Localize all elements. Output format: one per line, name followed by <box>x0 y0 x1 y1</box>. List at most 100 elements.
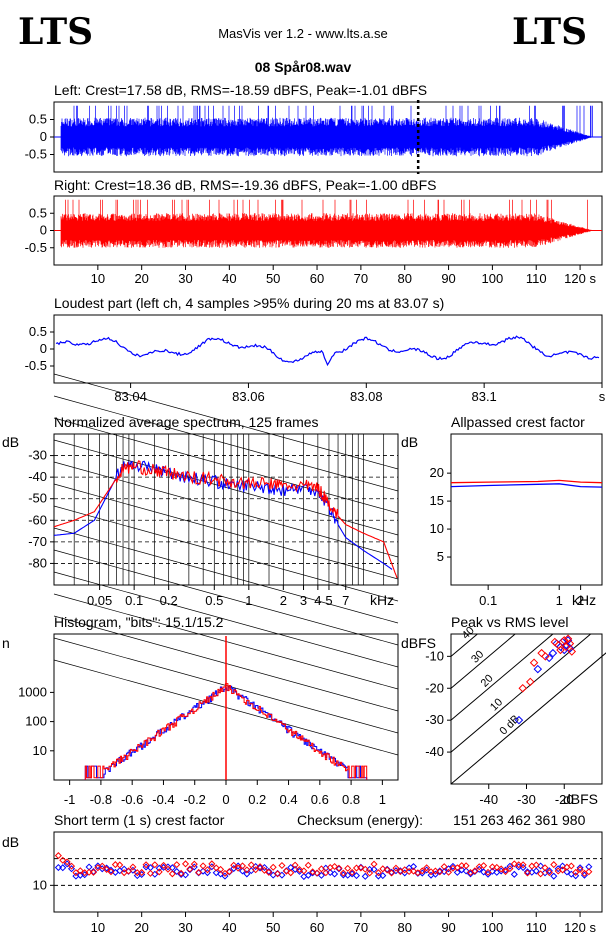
peakrms-y-tick-label: -10 <box>425 648 444 663</box>
loudest-y-tick-label: 0 <box>40 341 47 356</box>
peakrms-point <box>514 715 524 725</box>
stcrest-point <box>190 860 198 868</box>
peakrms-point <box>567 647 577 656</box>
stcrest-point <box>186 865 194 873</box>
stcrest-point <box>480 868 488 876</box>
histogram-x-tick-label: -0.4 <box>152 792 174 807</box>
stcrest-point <box>352 872 361 880</box>
peakrms-point <box>560 636 569 645</box>
crest-frame <box>450 433 603 586</box>
crest-title: Allpassed crest factor <box>451 414 585 430</box>
stcrest-point <box>85 868 93 876</box>
stcrest-point <box>274 870 282 878</box>
stcrest-point <box>238 862 247 870</box>
histogram-y-tick-label: 100 <box>25 714 47 729</box>
stcrest-point <box>81 871 89 879</box>
peakrms-diagonal <box>450 633 554 721</box>
stcrest-point <box>515 861 523 869</box>
peakrms-diagonal <box>450 652 606 785</box>
stcrest-point <box>550 861 558 869</box>
plot-layer: 0.50-0.50.50-0.510 20 30 40 50 60 70 80 90 100 110… <box>18 100 606 935</box>
stcrest-point <box>155 868 163 876</box>
stcrest-point <box>366 869 374 877</box>
stcrest-point <box>427 868 435 876</box>
stcrest-point <box>177 869 185 877</box>
right-waveform-x-tick-label: 110 <box>526 271 547 286</box>
stcrest-point <box>278 861 286 870</box>
peakrms-point <box>556 645 565 655</box>
spectrum-x-tick-label: 7 <box>342 593 349 608</box>
checksum-label: Checksum (energy): <box>297 812 423 828</box>
stcrest-point <box>304 871 312 879</box>
stcrest-point <box>440 863 448 871</box>
stcrest-point <box>76 871 84 879</box>
stcrest-point <box>322 864 330 872</box>
crest-ylabel: dB <box>401 434 418 450</box>
spectrum-series <box>53 460 393 570</box>
stcrest-point <box>243 866 251 874</box>
stcrest-point <box>260 866 268 874</box>
spectrum-y-tick-label: -70 <box>28 534 47 549</box>
histogram-x-tick-label: -0.6 <box>121 792 143 807</box>
stcrest-point <box>89 868 97 876</box>
stcrest-point <box>409 863 418 871</box>
stcrest-point <box>436 868 444 876</box>
histogram-x-tick-label: -1 <box>64 792 76 807</box>
stcrest-x-tick-label: 30 <box>178 920 192 935</box>
stcrest-point <box>471 867 479 875</box>
stcrest-x-tick-label: 70 <box>354 920 368 935</box>
spectrum-series <box>53 460 398 579</box>
peakrms-point <box>533 664 543 674</box>
loudest-x-tick-label: s <box>599 389 606 404</box>
stcrest-point <box>317 865 325 873</box>
stcrest-point <box>59 864 67 872</box>
stcrest-point <box>331 870 339 878</box>
stcrest-point <box>567 862 575 870</box>
stcrest-point <box>208 860 216 868</box>
stcrest-point <box>458 862 466 870</box>
right-waveform-y-tick-label: 0.5 <box>29 205 47 220</box>
peakrms-point <box>518 684 527 693</box>
stcrest-point <box>431 867 439 875</box>
stcrest-point <box>54 863 62 872</box>
stcrest-point <box>515 863 523 871</box>
peakrms-y-tick-label: -30 <box>425 712 444 727</box>
stcrest-point <box>129 863 137 871</box>
left-waveform-y-tick-label: 0 <box>40 129 47 144</box>
stcrest-point <box>85 863 93 871</box>
right-waveform-trace <box>60 199 594 248</box>
peakrms-diagonal-label: 30 <box>469 648 486 665</box>
stcrest-point <box>383 866 391 874</box>
stcrest-x-tick-label: 60 <box>310 920 324 935</box>
histogram-x-tick-label: 1 <box>379 792 386 807</box>
stcrest-point <box>585 863 593 871</box>
histogram-x-tick-label: 0.6 <box>311 792 329 807</box>
stcrest-point <box>576 865 584 874</box>
spectrum-x-tick-label: 0.05 <box>87 593 112 608</box>
crest-x-tick-label: 2 <box>577 593 584 608</box>
stcrest-point <box>322 869 330 877</box>
loudest-x-tick-label: 83.04 <box>114 389 147 404</box>
loudest-y-tick-label: -0.5 <box>25 358 47 373</box>
stcrest-point <box>107 866 115 874</box>
stcrest-point <box>484 870 492 878</box>
spectrum-x-tick-label: 1 <box>245 593 252 608</box>
stcrest-x-tick-label: 100 <box>482 920 504 935</box>
stcrest-point <box>361 865 369 873</box>
stcrest-point <box>572 868 580 876</box>
stcrest-point <box>545 867 553 875</box>
stcrest-point <box>370 860 378 868</box>
stcrest-point <box>146 869 154 877</box>
crest-y-tick-label: 5 <box>437 549 444 564</box>
stcrest-title: Short term (1 s) crest factor <box>54 812 225 828</box>
stcrest-x-tick-label: 40 <box>222 920 236 935</box>
spectrum-y-tick-label: -80 <box>28 555 47 570</box>
peakrms-x-tick-label: -30 <box>517 792 536 807</box>
stcrest-point <box>497 865 505 873</box>
stcrest-point <box>480 862 488 870</box>
peakrms-x-tick-label: -20 <box>555 792 574 807</box>
peakrms-point <box>544 653 554 663</box>
stcrest-x-tick-label: 50 <box>266 920 280 935</box>
stcrest-point <box>506 865 514 873</box>
